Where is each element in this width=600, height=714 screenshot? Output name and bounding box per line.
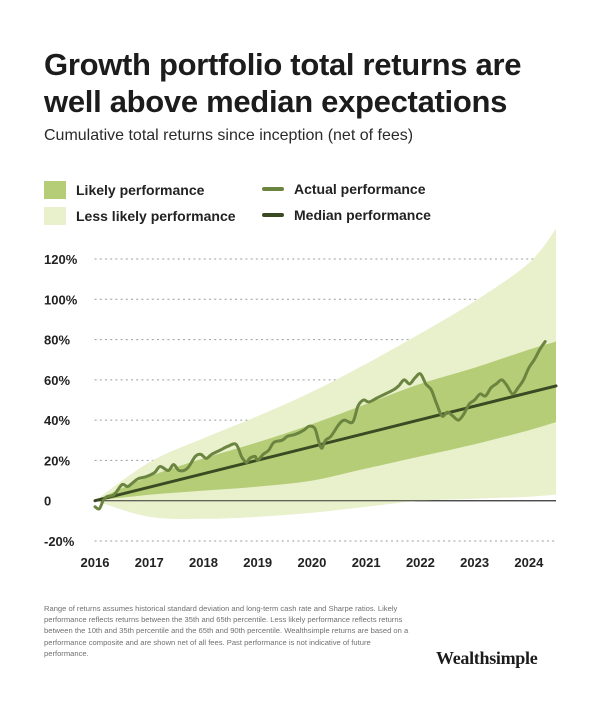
legend-likely-swatch [44,181,66,199]
y-tick-label: 20% [44,453,70,468]
x-tick-label: 2023 [460,555,489,570]
likely-band [95,341,556,501]
x-tick-label: 2017 [135,555,164,570]
legend-median-label: Median performance [294,207,431,223]
returns-chart: 120%100%80%60%40%20%0-20% 2016 2017 2018 20… [44,228,558,570]
y-tick-label: 0 [44,494,51,509]
brand-logo: Wealthsimple [436,648,538,668]
x-tick-label: 2024 [514,555,544,570]
x-tick-label: 2022 [406,555,435,570]
x-tick-label: 2020 [297,555,326,570]
x-axis-ticks: 2016 2017 2018 2019 2020 2021 2022 2023 2024 [81,555,545,570]
x-tick-label: 2021 [352,555,381,570]
legend-less-likely-swatch [44,207,66,225]
y-axis-ticks: 120% 100% 80% 60% 40% 20% 0 -20% [44,252,78,549]
y-tick-label: -20% [44,534,75,549]
x-tick-label: 2019 [243,555,272,570]
legend-likely: Likely performance [44,181,204,199]
footnote: Range of returns assumes historical stan… [44,604,409,658]
legend-actual-label: Actual performance [294,181,426,197]
legend-actual-swatch [262,187,284,191]
legend-median: Median performance [262,207,431,223]
y-tick-label: 80% [44,333,70,348]
legend-likely-label: Likely performance [76,182,205,198]
actual-performance-line [93,340,547,511]
legend-median-swatch [262,213,284,217]
page-title: Growth portfolio total returns are well … [44,47,522,119]
series-lines [93,340,558,511]
y-tick-label: 120% [44,252,78,267]
y-tick-label: 100% [44,292,78,307]
performance-bands [95,228,556,519]
legend-less-likely: Less likely performance [44,207,236,225]
x-tick-label: 2018 [189,555,218,570]
x-tick-label: 2016 [81,555,110,570]
y-tick-label: 60% [44,373,70,388]
page-subtitle: Cumulative total returns since inception… [44,127,414,144]
legend-actual: Actual performance [262,181,425,197]
legend-less-likely-label: Less likely performance [76,208,236,224]
y-tick-label: 40% [44,413,70,428]
